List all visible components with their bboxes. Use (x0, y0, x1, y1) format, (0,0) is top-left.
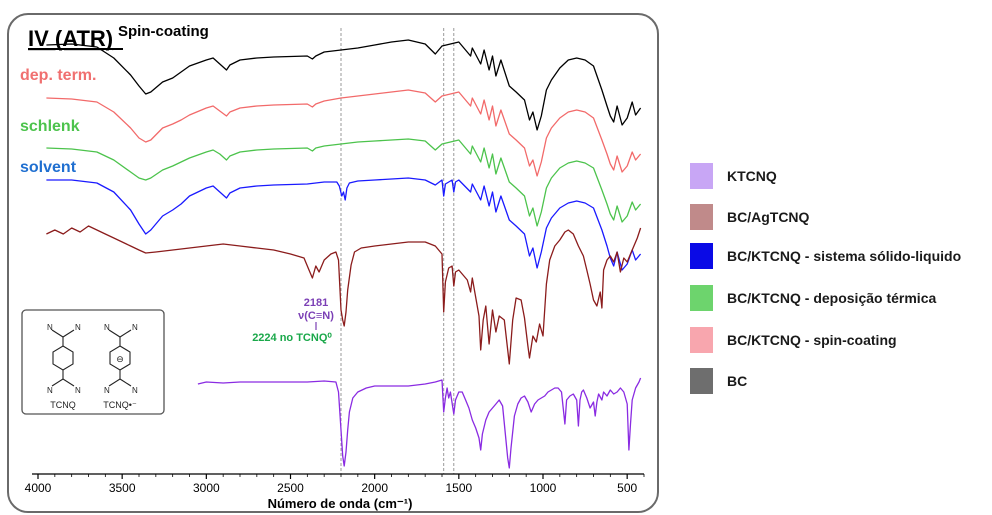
x-tick-label-1500: 1500 (445, 481, 472, 495)
series-label-1: dep. term. (20, 67, 96, 84)
series-labels: Spin-coating dep. term. schlenk solvent (20, 23, 209, 176)
tcnq-label: TCNQ (50, 400, 76, 410)
legend-item-solid-liquid: BC/KTCNQ - sistema sólido-liquido (690, 243, 961, 269)
tcnq-n4: N (75, 386, 81, 395)
tcnq-anion-structure (108, 329, 132, 387)
spectrum-line-4 (46, 225, 642, 365)
legend-item-bc-agtcnq: BC/AgTCNQ (690, 204, 809, 230)
spectra-series (46, 39, 642, 469)
x-tick-label-4000: 4000 (25, 481, 52, 495)
legend-item-spin-coating: BC/KTCNQ - spin-coating (690, 327, 897, 353)
legend-swatch (690, 327, 713, 353)
legend-swatch (690, 285, 713, 311)
legend-swatch (690, 243, 713, 269)
tcnq-anion-label: TCNQ•⁻ (103, 400, 137, 410)
legend-label: BC/AgTCNQ (727, 209, 810, 225)
x-tick-label-2500: 2500 (277, 481, 304, 495)
tcnq-n2: N (75, 323, 81, 332)
anion-n1: N (104, 323, 110, 332)
x-tick-label-1000: 1000 (530, 481, 557, 495)
legend-item-thermal: BC/KTCNQ - deposição térmica (690, 285, 936, 311)
charge-symbol: ⊖ (116, 355, 124, 365)
tcnq-n1: N (47, 323, 53, 332)
legend-label: BC/KTCNQ - sistema sólido-liquido (727, 248, 962, 264)
series-label-3: solvent (20, 159, 77, 176)
anion-n3: N (104, 386, 110, 395)
legend-label: BC (727, 373, 748, 389)
x-tick-label-2000: 2000 (361, 481, 388, 495)
chart-title: IV (ATR) (28, 26, 113, 51)
annotation-wavenumber: 2181 (304, 297, 328, 309)
inset-box (21, 309, 165, 415)
legend-swatch (690, 368, 713, 394)
x-tick-label-3500: 3500 (109, 481, 136, 495)
legend-swatch (690, 204, 713, 230)
series-label-2: schlenk (20, 118, 80, 135)
anion-n2: N (132, 323, 138, 332)
x-axis-label: Número de onda (cm⁻¹) (268, 496, 413, 511)
annotation-mode: ν(C≡N) (298, 310, 334, 322)
legend-label: KTCNQ (727, 168, 777, 184)
chart-frame (7, 13, 659, 513)
tcnq-n3: N (47, 386, 53, 395)
legend-label: BC/KTCNQ - spin-coating (727, 332, 897, 348)
structure-inset: N N N N TCNQ ⊖ N N N N TCNQ•⁻ (21, 309, 165, 415)
anion-n4: N (132, 386, 138, 395)
series-label-0: Spin-coating (118, 23, 209, 40)
tcnq-structure (51, 329, 75, 387)
spectrum-line-2 (46, 138, 642, 227)
legend-label: BC/KTCNQ - deposição térmica (727, 290, 937, 306)
x-axis: 4000 3500 3000 2500 2000 1500 1000 500 (25, 473, 645, 495)
legend-swatch (690, 163, 713, 189)
x-tick-label-3000: 3000 (193, 481, 220, 495)
spectrum-line-1 (46, 89, 642, 177)
spectrum-line-3 (46, 177, 642, 271)
legend-item-bc: BC (690, 368, 747, 394)
spectrum-line-0 (46, 39, 642, 131)
spectrum-line-5 (197, 377, 642, 469)
legend-item-ktcnq: KTCNQ (690, 163, 777, 189)
x-tick-label-500: 500 (617, 481, 637, 495)
cn-annotation: 2181 ν(C≡N) 2224 no TCNQ⁰ (252, 297, 334, 344)
annotation-tcnq0: 2224 no TCNQ⁰ (252, 332, 332, 344)
